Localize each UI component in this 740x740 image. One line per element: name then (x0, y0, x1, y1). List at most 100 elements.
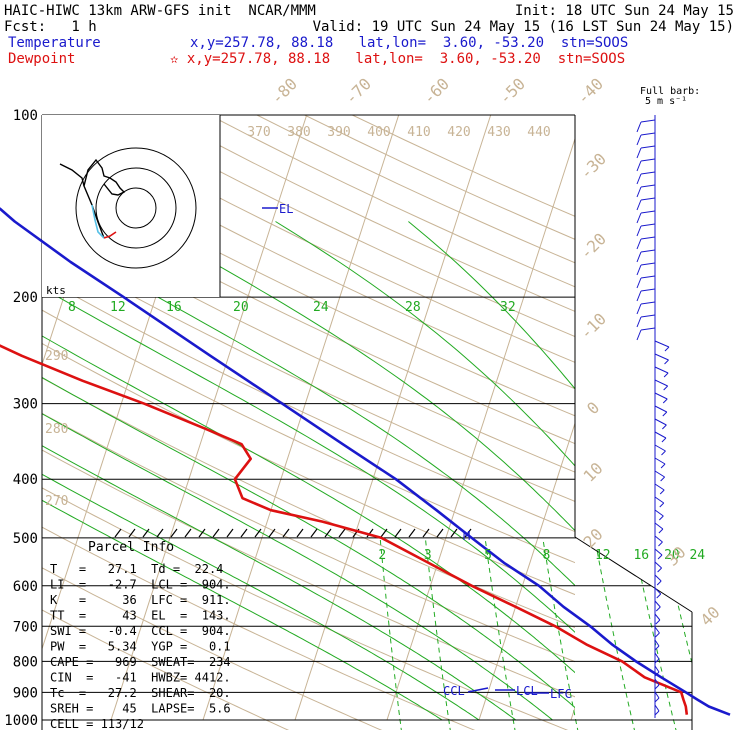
ccl-label: CCL (443, 684, 465, 698)
wind-barb (636, 147, 642, 159)
wind-barb (654, 405, 668, 413)
moist-adiabat-line (42, 473, 480, 721)
isobar-lines (41, 114, 693, 730)
wind-barb (636, 121, 642, 133)
theta-label: 400 (367, 125, 390, 140)
wind-barb (654, 353, 669, 361)
wind-barb (664, 346, 670, 352)
moist-adiabat-label: 20 (233, 300, 249, 315)
dry-adiabat-line (42, 245, 575, 502)
wind-barb (640, 171, 656, 175)
hatch-mark (366, 528, 374, 538)
hatch-mark (282, 528, 290, 538)
el-label: EL (279, 202, 293, 216)
dry-adiabat-line (42, 215, 575, 473)
wind-barb (640, 288, 656, 292)
temperature-legend: Temperature (8, 35, 101, 51)
hatch-mark (184, 528, 192, 538)
parcel-info-row: K = 36 LFC = 911. (50, 593, 231, 607)
parcel-info-row: Tc = 27.2 SHEAR= 20. (50, 686, 231, 700)
wind-barb (657, 567, 662, 573)
isotherm-line (42, 115, 124, 367)
dry-adiabat-line (42, 412, 575, 663)
wind-barb (660, 476, 665, 482)
isotherm-label: 30 (663, 543, 690, 570)
pressure-label: 900 (13, 685, 38, 701)
hatch-mark (268, 528, 276, 538)
wind-barb (636, 173, 642, 185)
wind-barb (654, 671, 660, 677)
wind-barb (654, 678, 660, 686)
moist-adiabat-label: 24 (313, 300, 329, 315)
wind-barb (654, 613, 661, 621)
theta-label: 410 (407, 125, 430, 140)
lfc-label: LFC (550, 687, 572, 701)
wind-barb (654, 600, 661, 608)
wind-barb (654, 587, 662, 595)
wind-barb (654, 431, 667, 439)
wind-barb (654, 697, 660, 703)
moist-adiabat-label: 16 (166, 300, 182, 315)
hatch-mark (156, 528, 164, 538)
mixing-ratio-label: 12 (595, 548, 611, 563)
isotherm-label: -20 (576, 229, 610, 263)
theta-label: 290 (45, 349, 68, 364)
moist-adiabat-line (42, 445, 517, 721)
wind-barb (636, 225, 642, 237)
model-title: HAIC-HIWC 13km ARW-GFS init NCAR/MMM (4, 3, 316, 19)
hatch-mark (450, 528, 458, 538)
hodograph-low-trace (103, 231, 117, 239)
mixing-ratio-line (687, 537, 692, 730)
hatch-mark (436, 528, 444, 538)
isotherm-label: -60 (419, 74, 453, 108)
mixing-ratio-line (542, 537, 579, 730)
wind-barb (640, 145, 656, 149)
hatch-mark (394, 528, 402, 538)
dry-adiabat-line (42, 309, 575, 564)
wind-barb (640, 119, 656, 123)
hodograph-mid-trace (91, 204, 105, 239)
wind-barb (654, 340, 670, 348)
m-label: M (463, 529, 470, 543)
moist-adiabat-label: 32 (500, 300, 516, 315)
hatch-mark (310, 528, 318, 538)
mixing-ratio-label: 3 (424, 548, 432, 563)
hodograph-ring (115, 187, 157, 229)
isotherm-label: -30 (576, 149, 610, 183)
moist-adiabat-line (42, 287, 575, 633)
hatch-mark (296, 528, 304, 538)
ccl-tick (467, 687, 489, 693)
wind-barb (654, 522, 664, 530)
hodograph-units: kts (46, 284, 66, 297)
wind-barb (654, 574, 662, 582)
mixing-ratio-label: 2 (378, 548, 386, 563)
theta-label: 280 (45, 422, 68, 437)
wind-barb (654, 561, 662, 569)
pressure-label: 700 (13, 619, 38, 635)
moist-adiabat-line (275, 221, 575, 467)
wind-barb (654, 379, 668, 387)
wind-barb (654, 418, 667, 426)
hodograph (42, 115, 221, 297)
forecast-hour: Fcst: 1 h (4, 19, 97, 35)
hodograph-trace (83, 158, 126, 239)
hodograph-ring (95, 167, 177, 249)
dry-adiabat-line (42, 567, 383, 730)
wind-barb (636, 251, 642, 263)
mixing-ratio-label: 16 (633, 548, 649, 563)
wind-barb (658, 528, 664, 534)
wind-barb (654, 710, 660, 716)
wind-barb (654, 457, 666, 465)
wind-barb (636, 329, 642, 341)
sounding-series (0, 207, 731, 716)
wind-barb (640, 301, 656, 305)
wind-barb (654, 639, 660, 647)
theta-label: 370 (247, 125, 270, 140)
wind-barb (663, 385, 669, 391)
wind-barb (661, 450, 666, 456)
wind-barb (654, 665, 660, 673)
hatch-mark (142, 528, 150, 538)
wind-barb (654, 684, 660, 690)
dry-adiabat-line (352, 115, 575, 217)
wind-barb (640, 262, 656, 266)
